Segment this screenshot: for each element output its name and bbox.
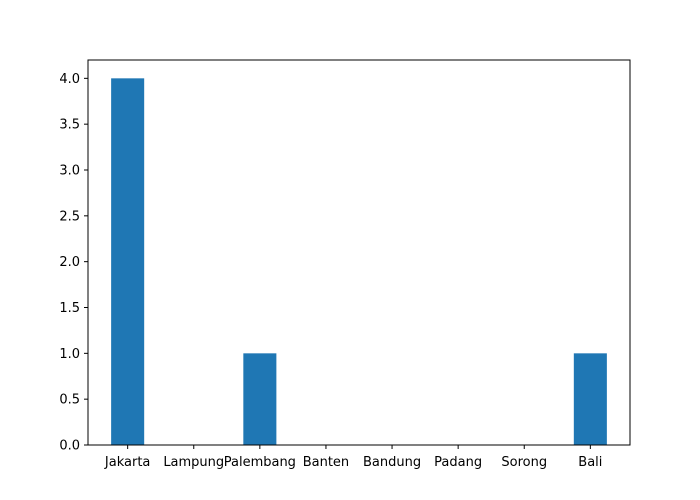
- y-tick-label: 3.5: [59, 118, 80, 133]
- x-tick-label: Jakarta: [104, 455, 150, 470]
- bars-layer: [111, 78, 607, 445]
- y-tick-label: 2.0: [59, 255, 80, 270]
- x-tick-label: Padang: [434, 455, 482, 470]
- x-tick-label: Lampung: [163, 455, 224, 470]
- y-tick-label: 1.5: [59, 301, 80, 316]
- x-tick-label: Bandung: [363, 455, 421, 470]
- bar-jakarta: [111, 78, 145, 445]
- x-tick-label: Palembang: [224, 455, 296, 470]
- x-tick-label: Sorong: [501, 455, 547, 470]
- bar-palembang: [243, 353, 277, 445]
- x-tick-label: Bali: [578, 455, 602, 470]
- bar-bali: [573, 353, 607, 445]
- plot-frame: [87, 59, 631, 446]
- y-tick-label: 4.0: [59, 72, 80, 87]
- y-tick-label: 3.0: [59, 164, 80, 179]
- y-tick-label: 0.5: [59, 393, 80, 408]
- x-axis-ticks: Jakarta Lampung Palembang Banten Bandung Pada…: [104, 445, 602, 470]
- y-tick-label: 1.0: [59, 347, 80, 362]
- y-axis-ticks: 0.0 0.5 1.0 1.5 2.0 2.5 3.0 3.5 4.0: [59, 72, 88, 454]
- x-tick-label: Banten: [303, 455, 349, 470]
- y-tick-label: 0.0: [59, 439, 80, 454]
- y-tick-label: 2.5: [59, 209, 80, 224]
